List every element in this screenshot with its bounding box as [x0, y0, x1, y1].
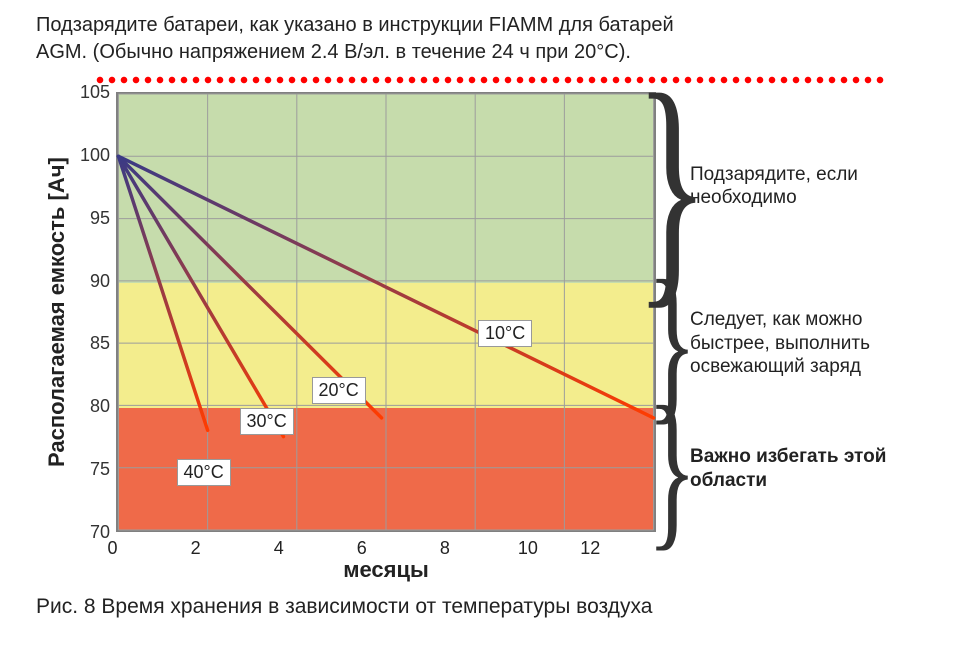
figure-caption: Рис. 8 Время хранения в зависимости от т… — [36, 595, 936, 619]
intro-text: Подзарядите батареи, как указано в инстр… — [36, 12, 936, 66]
xtick: 0 — [71, 538, 154, 559]
annotation-yellow: Следует, как можно быстрее, выполнить ос… — [684, 308, 920, 379]
xtick: 4 — [237, 538, 320, 559]
red-dotted-divider — [94, 76, 884, 84]
xtick: 12 — [569, 538, 611, 559]
xtick: 2 — [154, 538, 237, 559]
ytick: 75 — [90, 459, 110, 522]
intro-line1: Подзарядите батареи, как указано в инстр… — [36, 14, 674, 36]
x-axis-label: месяцы — [116, 557, 656, 583]
ytick: 85 — [90, 333, 110, 396]
y-axis-label: Располагаемая емкость [Ач] — [36, 92, 70, 532]
annotation-green: Подзарядите, если необходимо — [684, 163, 920, 211]
brace-icon: } — [665, 406, 679, 532]
ytick: 105 — [80, 82, 110, 145]
ytick: 80 — [90, 396, 110, 459]
x-axis-ticks: 0 2 4 6 8 10 12 — [116, 532, 656, 559]
ytick: 100 — [80, 145, 110, 208]
series-label: 40°C — [177, 459, 231, 486]
annotation-red: Важно избегать этой области — [684, 445, 920, 493]
xtick: 6 — [320, 538, 403, 559]
figure: Располагаемая емкость [Ач] 105 100 95 90… — [36, 92, 936, 583]
ytick: 95 — [90, 208, 110, 271]
ytick: 90 — [90, 271, 110, 334]
series-label: 10°C — [478, 320, 532, 347]
series-label: 30°C — [240, 408, 294, 435]
intro-line2: AGM. (Обычно напряжением 2.4 В/эл. в теч… — [36, 41, 631, 63]
xtick: 10 — [486, 538, 569, 559]
plot-area: 10°C 20°C 30°C 40°C — [116, 92, 656, 532]
annotations: } Подзарядите, если необходимо } Следует… — [660, 92, 920, 532]
y-axis-ticks: 105 100 95 90 85 80 75 70 — [70, 92, 110, 552]
xtick: 8 — [403, 538, 486, 559]
series-label: 20°C — [312, 377, 366, 404]
